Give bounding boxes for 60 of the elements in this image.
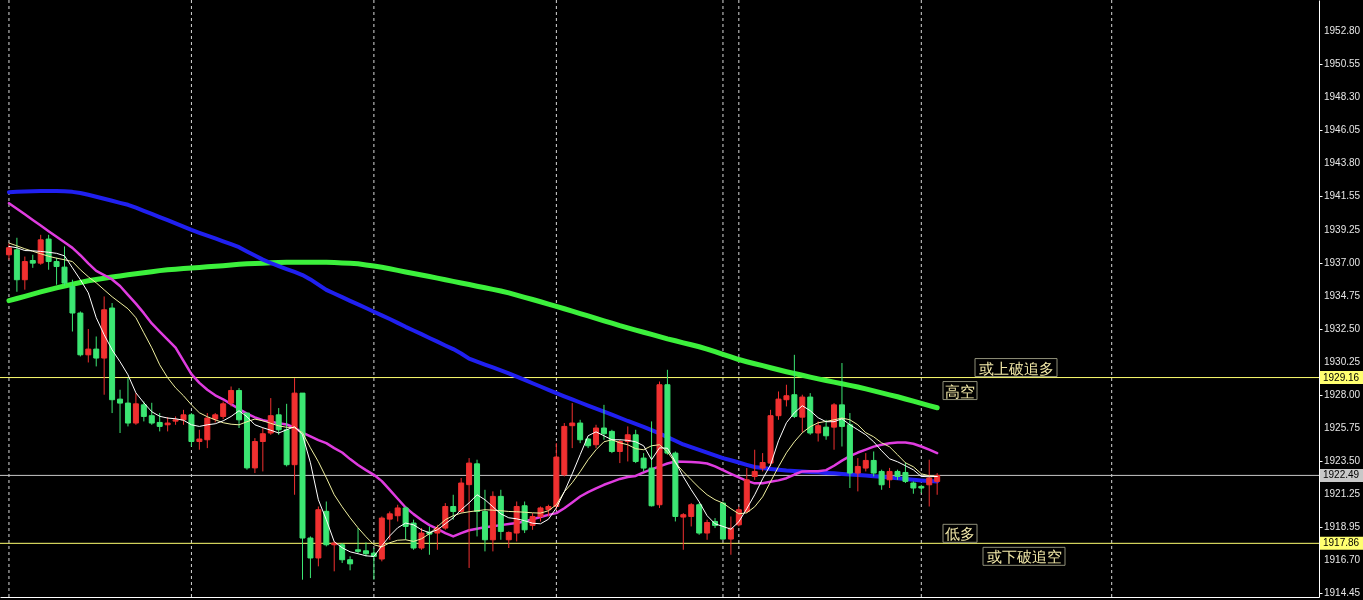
candlestick	[140, 400, 147, 422]
y-tick-label: 1914.45	[1324, 587, 1361, 599]
candlestick	[934, 472, 941, 496]
y-tick-label: 1923.50	[1324, 454, 1361, 466]
y-tick-label: 1928.00	[1324, 388, 1361, 400]
candlestick	[577, 419, 584, 444]
candlestick	[259, 427, 266, 472]
candlestick	[21, 256, 28, 291]
y-tick-label: 1943.80	[1324, 156, 1361, 168]
candlestick	[362, 541, 369, 557]
y-tick-label: 1921.25	[1324, 487, 1361, 499]
candlestick	[831, 402, 838, 451]
candlestick	[331, 540, 338, 572]
candlestick	[593, 424, 600, 449]
candlestick	[926, 459, 933, 507]
candlestick	[228, 386, 235, 407]
candlestick	[85, 328, 92, 363]
y-tick-label: 1948.30	[1324, 90, 1361, 102]
candlestick	[704, 519, 711, 541]
candlestick	[608, 429, 615, 454]
candlestick	[132, 392, 139, 426]
candlestick	[355, 527, 362, 554]
y-tick-label: 1932.50	[1324, 322, 1361, 334]
y-tick-label: 1937.00	[1324, 256, 1361, 268]
y-tick-label: 1952.80	[1324, 24, 1361, 36]
y-tick-label: 1941.55	[1324, 189, 1361, 201]
y-tick-label: 1930.25	[1324, 355, 1361, 367]
line-series	[6, 188, 940, 484]
candlestick	[799, 394, 806, 433]
candlestick	[854, 457, 861, 492]
y-tick-label: 1934.75	[1324, 289, 1361, 301]
y-tick-label: 1950.55	[1324, 57, 1361, 69]
candlestick	[148, 402, 155, 426]
y-tick-label: 1916.70	[1324, 554, 1361, 566]
candlestick	[751, 449, 758, 481]
candlestick	[386, 510, 393, 541]
candlestick	[624, 425, 631, 462]
candlestick	[569, 402, 576, 449]
candlestick	[823, 419, 830, 441]
candlestick	[347, 555, 354, 571]
y-tick-label: 1925.75	[1324, 421, 1361, 433]
candlestick	[791, 354, 798, 419]
candlestick	[600, 404, 607, 441]
candlestick	[156, 412, 163, 432]
y-tick-label: 1918.95	[1324, 521, 1361, 533]
candlestick	[815, 420, 822, 443]
candlestick	[727, 515, 734, 556]
candlestick	[466, 457, 473, 569]
candlestick	[680, 512, 687, 551]
candlestick	[124, 377, 131, 427]
candlestick	[862, 452, 869, 472]
candlestick	[838, 362, 845, 447]
candlestick	[93, 335, 100, 367]
candlestick	[688, 502, 695, 527]
y-tick-label: 1946.05	[1324, 123, 1361, 135]
candlestick	[886, 467, 893, 489]
candlestick	[450, 494, 457, 521]
y-tick-label: 1939.25	[1324, 223, 1361, 235]
candlestick	[5, 242, 12, 261]
candlestick	[117, 389, 124, 434]
